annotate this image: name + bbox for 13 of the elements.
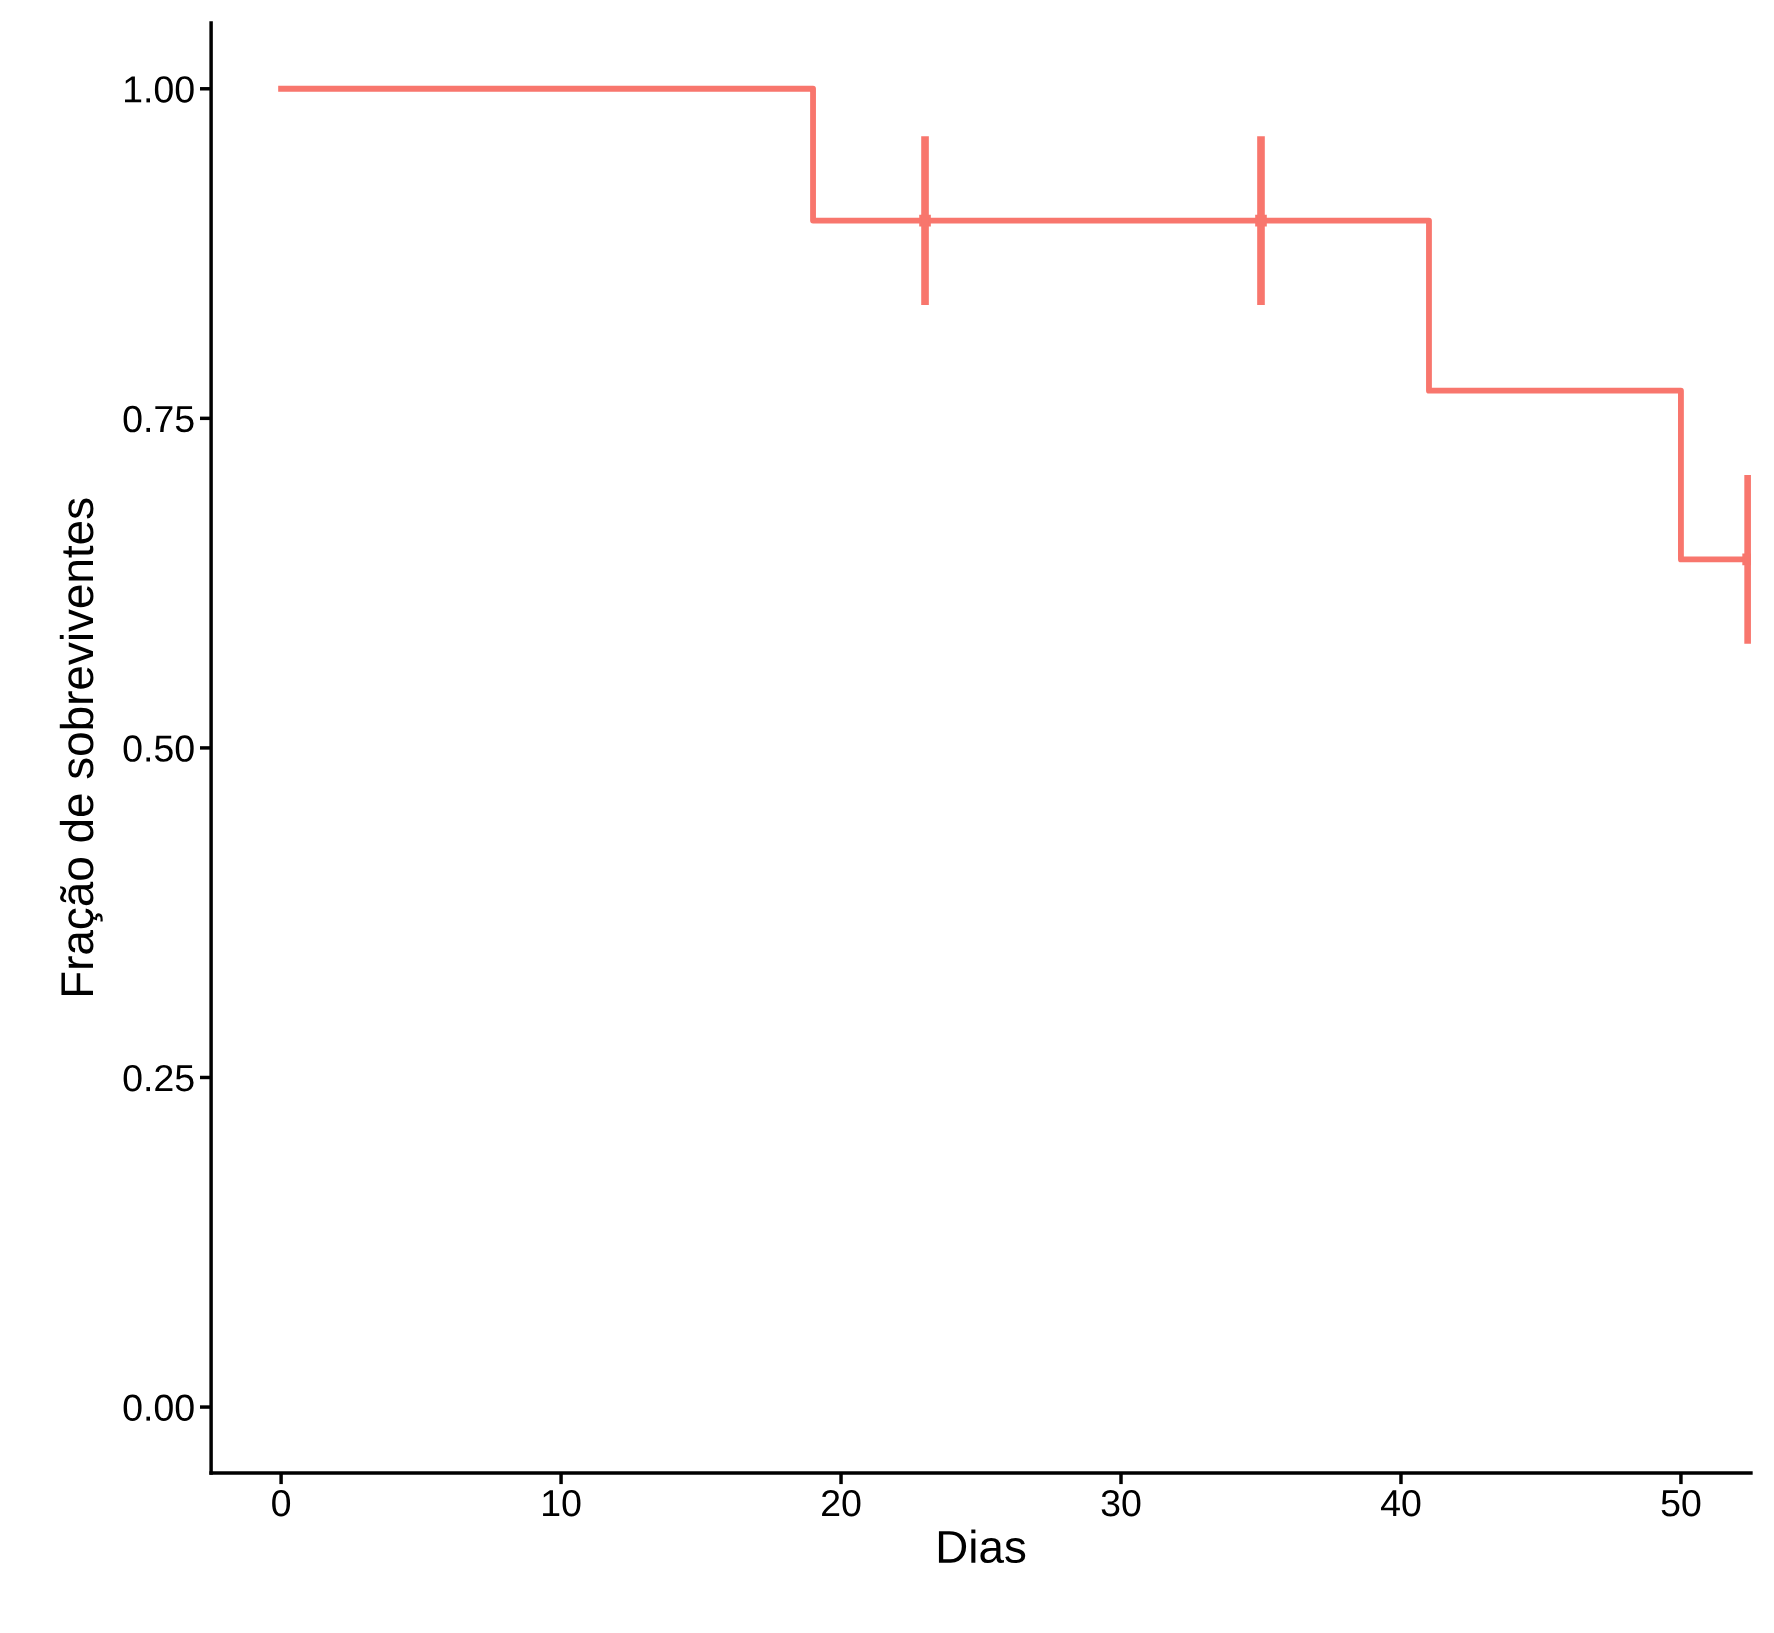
x-tick-label: 10 (543, 1489, 581, 1517)
x-tick-label: 40 (1380, 1489, 1421, 1517)
y-tick-label: 0.50 (123, 735, 194, 762)
x-tick-label: 50 (1661, 1489, 1701, 1517)
x-tick-label: 20 (822, 1489, 861, 1517)
y-axis-title: Fração de sobreviventes (59, 498, 103, 996)
y-tick-label: 0.00 (123, 1394, 194, 1422)
x-tick-label: 0 (272, 1489, 291, 1517)
y-tick-label: 0.75 (123, 405, 194, 433)
y-tick-label: 1.00 (125, 76, 194, 103)
x-axis-title: Dias (938, 1529, 1026, 1564)
y-tick-label: 0.25 (123, 1064, 194, 1092)
x-tick-label: 30 (1101, 1489, 1141, 1517)
